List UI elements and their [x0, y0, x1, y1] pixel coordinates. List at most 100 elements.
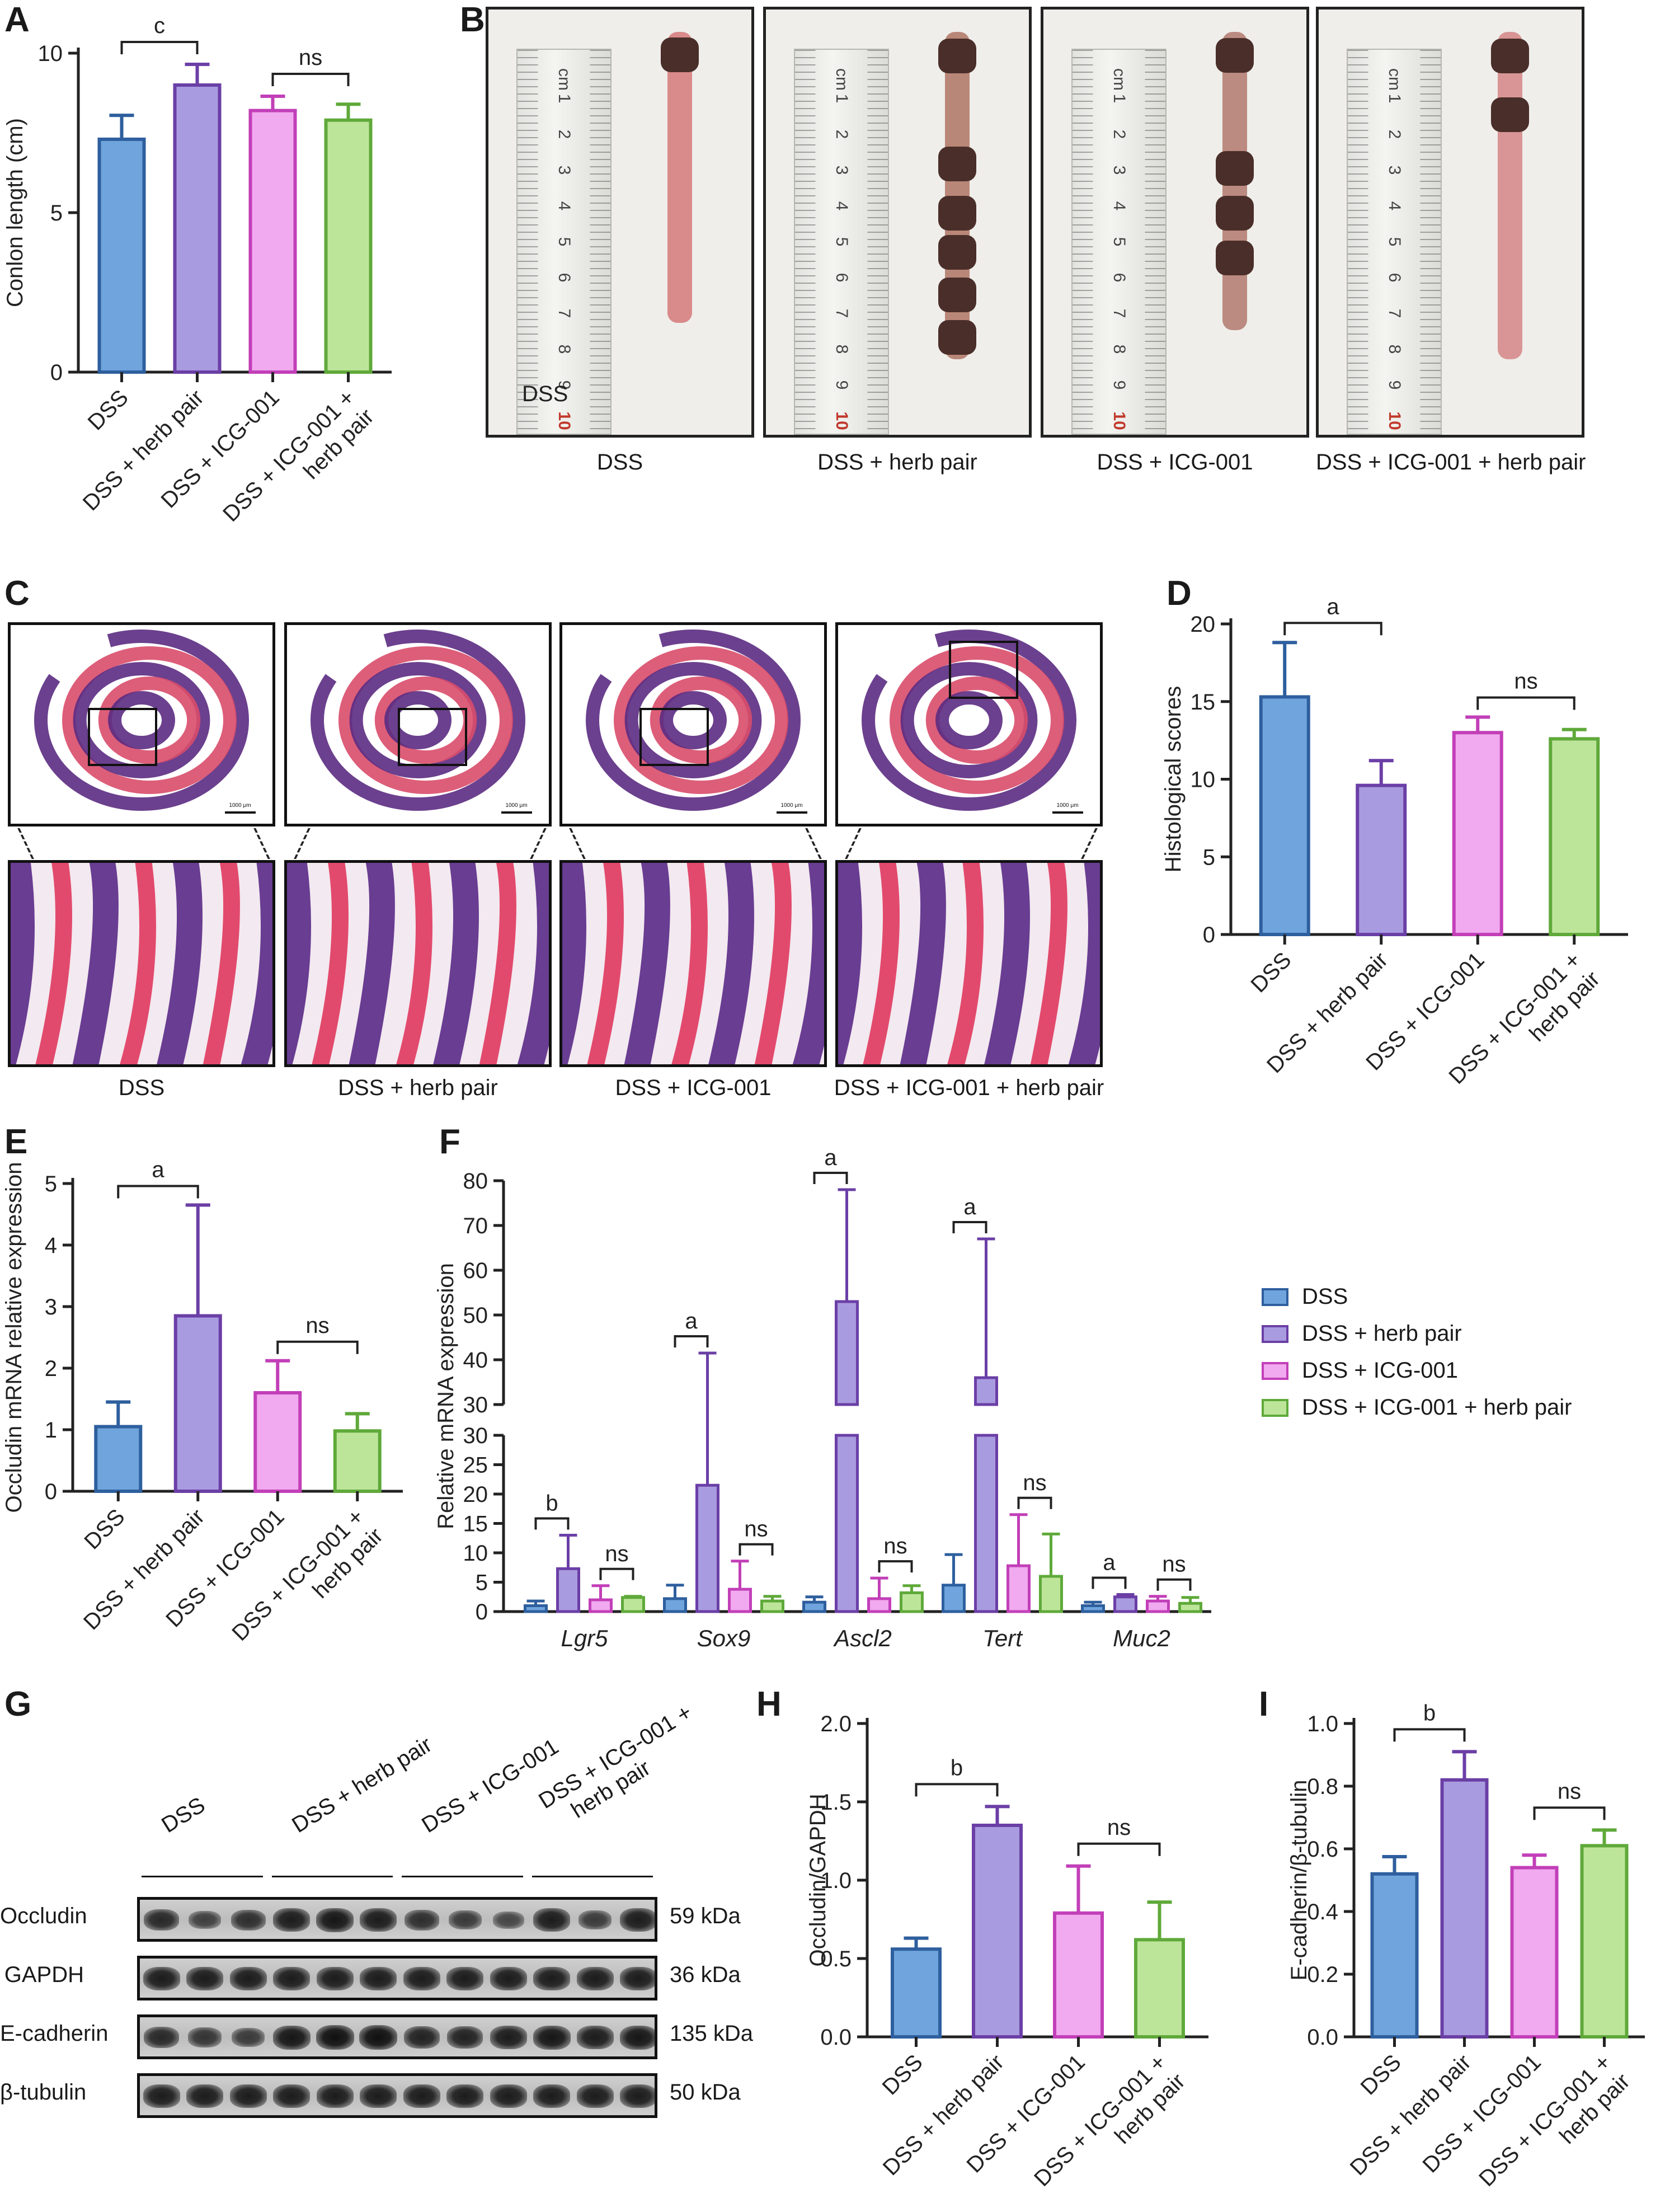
legend-label: DSS + herb pair — [1302, 1321, 1462, 1346]
histology-zoom — [835, 860, 1103, 1067]
tissue-fold — [73, 662, 210, 778]
ruler-unit-label: cm — [1385, 68, 1404, 91]
bar — [253, 1391, 302, 1493]
tissue-fold — [311, 630, 525, 811]
bar-upper — [974, 1376, 998, 1406]
x-tick-label: DSS + herb pair — [1346, 2050, 1476, 2180]
significance-bracket — [915, 1783, 999, 1797]
tissue-fold — [925, 677, 1028, 764]
protein-band — [229, 1967, 267, 1990]
colon-stool-pellet — [938, 277, 976, 312]
protein-band — [273, 1908, 311, 1932]
protein-band — [492, 1911, 524, 1929]
zoom-tissue-band — [72, 863, 119, 1064]
ruler-number: 3 — [555, 165, 573, 175]
y-tick-label: 20 — [463, 1482, 488, 1507]
significance-label: b — [1423, 1701, 1436, 1725]
protein-band — [619, 2025, 655, 2050]
tissue-fold — [34, 630, 249, 811]
legend-label: DSS + ICG-001 + herb pair — [1302, 1395, 1572, 1420]
ruler-number: 1 — [1385, 93, 1404, 104]
ruler-number: 10 — [555, 411, 573, 430]
zoom-region — [639, 708, 709, 766]
ruler-number: 9 — [1385, 380, 1404, 390]
bar — [621, 1596, 645, 1613]
tissue-fold — [660, 691, 727, 749]
y-tick-label: 0 — [1203, 923, 1215, 947]
ruler-number: 6 — [832, 273, 851, 283]
bar — [94, 1425, 143, 1493]
tissue-fold — [614, 646, 788, 794]
bar — [1549, 737, 1600, 936]
bar — [1039, 1575, 1063, 1613]
blot-molecular-weight: 59 kDa — [670, 1904, 741, 1928]
colon-stool-pellet — [1216, 241, 1254, 276]
ruler-number: 2 — [832, 129, 851, 139]
protein-band — [403, 2026, 440, 2049]
protein-band — [229, 2084, 267, 2108]
bar — [1113, 1595, 1137, 1613]
blot-group-label-line: DSS + ICG-001 — [417, 1734, 563, 1838]
significance-label: ns — [1162, 1552, 1186, 1577]
y-tick-label: 0.0 — [820, 2025, 852, 2050]
significance-label: a — [1327, 594, 1339, 619]
tissue-fold — [62, 646, 237, 794]
y-tick-label: 0.2 — [1307, 1962, 1338, 1987]
blot-row-label: β-tubulin — [0, 2080, 87, 2105]
blot-group-label-line: DSS + herb pair — [287, 1732, 436, 1838]
significance-bracket — [599, 1567, 634, 1580]
legend-item: DSS + herb pair — [1262, 1321, 1462, 1346]
histology-zoom — [559, 860, 827, 1067]
protein-band — [359, 2025, 398, 2050]
y-tick-label: 0.0 — [1307, 2025, 1338, 2050]
tissue-fold — [862, 630, 1076, 811]
significance-label: ns — [605, 1542, 628, 1566]
ruler-number: 4 — [832, 201, 851, 211]
zoom-tissue-band — [241, 863, 272, 1064]
significance-label: a — [152, 1158, 164, 1182]
zoom-tissue-band — [349, 863, 395, 1064]
ruler-number: 5 — [832, 237, 851, 247]
legend-swatch — [1262, 1325, 1288, 1343]
bar — [867, 1597, 891, 1613]
tissue-fold — [384, 691, 451, 749]
protein-band — [447, 2026, 483, 2049]
zoom-tissue-band — [479, 863, 516, 1064]
panel-label-c: C — [4, 574, 30, 613]
x-tick-label: Ascl2 — [832, 1625, 892, 1651]
protein-band — [533, 1908, 571, 1932]
ruler-number: 4 — [1110, 201, 1128, 211]
blot-group-label: DSS + ICG-001 — [417, 1734, 563, 1838]
ruler-unit-label: cm — [555, 68, 573, 91]
significance-label: a — [963, 1195, 976, 1219]
ruler-ticks — [795, 50, 888, 434]
blot-group-underline — [271, 1876, 393, 1877]
protein-band — [576, 2026, 614, 2049]
significance-bracket — [276, 1340, 359, 1354]
blot-group-label: DSS + ICG-001 + herb pair — [534, 1700, 710, 1835]
panel-label-g: G — [4, 1685, 32, 1723]
tissue-fold — [374, 677, 477, 764]
histology-overview: 1000 μm — [284, 622, 552, 826]
y-axis-label: Conlon length (cm) — [3, 118, 27, 307]
panel-label-i: I — [1259, 1685, 1269, 1723]
protein-band — [360, 1908, 397, 1932]
tissue-section: 1000 μm — [586, 630, 807, 814]
ruler-number: 5 — [1385, 237, 1404, 247]
colon-stool-pellet — [1491, 38, 1529, 73]
colon-stool-pellet — [938, 38, 976, 73]
significance-bracket — [117, 1185, 199, 1199]
legend-label: DSS + ICG-001 — [1302, 1358, 1459, 1383]
panel-label-a: A — [4, 1, 30, 39]
bar-lower — [974, 1434, 998, 1613]
tissue-section: 1000 μm — [862, 630, 1083, 814]
y-tick-label: 10 — [38, 41, 63, 66]
protein-band — [232, 2028, 265, 2047]
tissue-zoom — [838, 863, 1100, 1064]
bar — [1081, 1604, 1105, 1613]
ruler-number: 9 — [1110, 380, 1128, 390]
tissue-fold — [98, 677, 201, 764]
significance-bracket — [1077, 1842, 1161, 1856]
ruler-number: 2 — [555, 129, 573, 139]
